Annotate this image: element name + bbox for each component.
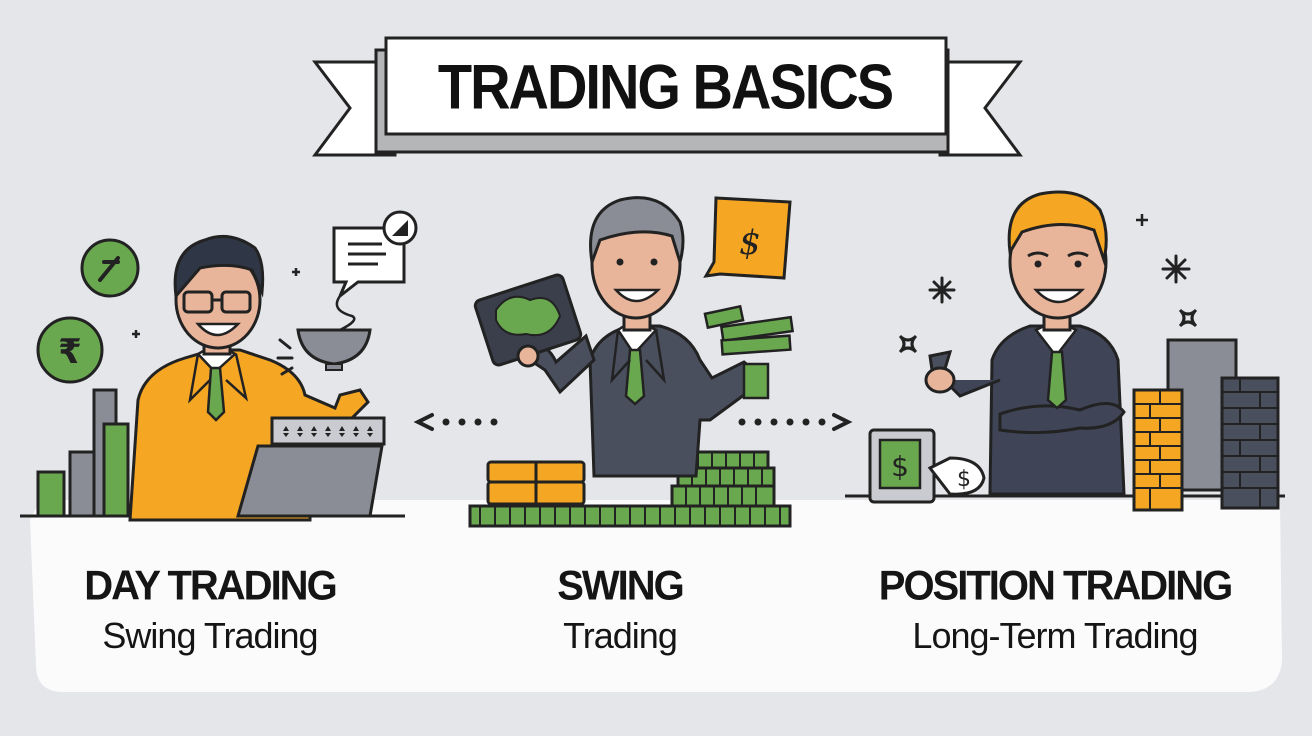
money-stack-orange	[486, 460, 586, 506]
smile	[613, 288, 662, 303]
dollar-sign: $	[957, 467, 971, 492]
day-trader-scene: ₹	[36, 210, 418, 522]
coin-icon-bottom: ₹	[36, 316, 104, 384]
position-trading-subtitle: Long-Term Trading	[912, 615, 1198, 656]
swing-trading-title: SWING	[557, 562, 685, 610]
trading-terminal-icon	[236, 416, 386, 518]
money-stack-green	[468, 450, 792, 528]
document-bubble-icon	[332, 210, 418, 332]
tie	[624, 348, 646, 406]
dollar-sign: $	[891, 450, 909, 483]
map-tablet-icon	[473, 273, 583, 368]
day-trading-title: DAY TRADING	[84, 562, 337, 610]
tie	[206, 366, 226, 422]
smile	[195, 322, 241, 337]
label-panel	[30, 500, 1282, 692]
title-ribbon	[311, 36, 1024, 157]
coin-icon-top	[80, 238, 140, 298]
ribbon-tail-right	[938, 60, 1024, 157]
sparkle-icon	[132, 330, 140, 338]
bar-chart-icon	[36, 388, 130, 518]
swing-trading-subtitle: Trading	[563, 615, 678, 656]
dollar-bubble-icon: $	[703, 196, 792, 280]
glasses-icon	[182, 290, 252, 314]
coin-symbol: ₹	[58, 332, 82, 372]
day-trading-subtitle: Swing Trading	[102, 615, 318, 656]
position-trading-title: POSITION TRADING	[878, 562, 1233, 610]
sparkle-icon	[1161, 254, 1191, 284]
page-title: TRADING BASICS	[437, 50, 894, 122]
sparkle-icon	[898, 308, 1198, 354]
swing-trading-label: SWING Trading	[500, 560, 740, 660]
sparkle-icon	[928, 276, 956, 304]
dollar-sign: $	[739, 223, 761, 263]
position-trader-scene: $ $	[868, 190, 1280, 512]
day-trading-label: DAY TRADING Swing Trading	[60, 560, 360, 660]
sparkle-icon	[1136, 214, 1148, 226]
swing-trader-hair	[589, 196, 685, 268]
smile	[1033, 288, 1086, 304]
arrow-right	[738, 413, 853, 431]
ribbon-front	[384, 36, 948, 136]
tie	[1046, 350, 1068, 410]
position-trader-hair	[1007, 190, 1108, 266]
cash-register-icon: $ $	[868, 428, 986, 504]
arrow-left	[413, 413, 498, 431]
position-trading-label: POSITION TRADING Long-Term Trading	[860, 560, 1250, 660]
swing-trader-scene: $	[468, 196, 795, 528]
sparkle-icon	[292, 268, 300, 276]
building-stack-icon	[1132, 338, 1280, 512]
lapel-right	[225, 353, 249, 402]
flying-bills-icon	[703, 304, 795, 400]
bowl-icon	[296, 328, 372, 366]
day-trader-hair	[173, 234, 265, 300]
lapel-left	[188, 353, 211, 404]
folded-arms	[998, 402, 1126, 435]
